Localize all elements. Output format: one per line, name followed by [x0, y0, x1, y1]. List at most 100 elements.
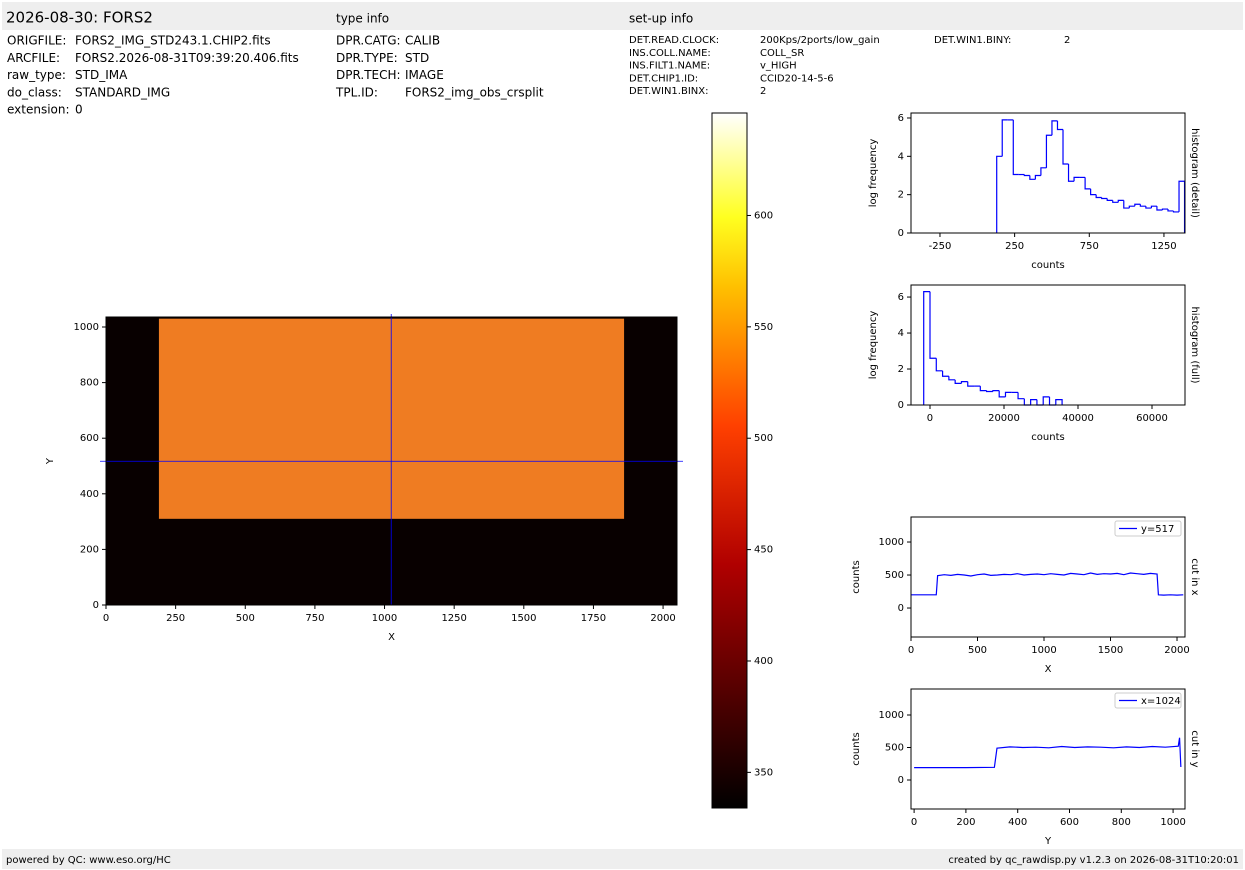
axes-frame: [910, 112, 1186, 234]
y-tick-label: 2: [898, 364, 904, 375]
y-tick-label: 1000: [879, 710, 904, 721]
histogram-step: [1056, 120, 1064, 131]
histogram-step: [954, 379, 962, 385]
histogram-step: [1161, 208, 1168, 210]
y-tick-label: 0: [898, 228, 904, 239]
histogram-step: [1156, 206, 1163, 211]
info-key: raw_type:: [7, 68, 66, 82]
y-axis-label: log frequency: [868, 139, 879, 208]
histogram-step: [1150, 205, 1157, 209]
x-tick-label: 500: [968, 645, 987, 656]
info-key: DET.READ.CLOCK:: [629, 35, 719, 46]
histogram-step: [1040, 167, 1047, 176]
histogram-step: [1030, 399, 1037, 405]
histogram-step: [1112, 200, 1119, 203]
x-tick-label: 1500: [511, 613, 536, 624]
y-tick-label: 800: [80, 378, 99, 389]
y-tick-label: 500: [885, 570, 904, 581]
y-axis-label: counts: [851, 732, 862, 765]
histogram-step: [1004, 391, 1012, 397]
histogram-step: [1101, 197, 1108, 200]
histogram-step: [1123, 200, 1130, 209]
histogram-step: [1023, 174, 1030, 177]
histogram-step: [1073, 176, 1080, 182]
y-tick-label: 400: [80, 489, 99, 500]
axes-frame: [711, 112, 748, 809]
y-tick-label: 400: [754, 656, 773, 667]
info-value: FORS2.2026-08-31T09:39:20.406.fits: [75, 51, 299, 65]
info-key: DPR.TYPE:: [336, 51, 398, 65]
info-key: do_class:: [7, 85, 62, 99]
histogram-step: [996, 155, 1003, 233]
x-axis-label: Y: [1044, 836, 1052, 847]
histogram-step: [948, 376, 956, 381]
x-tick-label: 0: [908, 645, 914, 656]
histogram-step: [1145, 206, 1152, 209]
header-band: [2, 2, 1243, 30]
histogram-step: [1001, 119, 1008, 157]
y-tick-label: 600: [80, 433, 99, 444]
histogram-step: [1090, 188, 1097, 196]
y-tick-label: 0: [898, 603, 904, 614]
side-label: cut in x: [1189, 558, 1200, 595]
setup-heading: set-up info: [629, 12, 693, 26]
histogram-step: [1139, 204, 1146, 207]
info-value: 0: [75, 103, 83, 117]
cut-line: [914, 737, 1182, 769]
y-tick-label: 4: [898, 328, 904, 339]
y-tick-label: 350: [754, 767, 773, 778]
y-axis-label: Y: [45, 457, 56, 465]
x-tick-label: 2000: [1164, 645, 1189, 656]
histogram-step: [1106, 198, 1113, 202]
y-tick-label: 550: [754, 322, 773, 333]
histogram-step: [1048, 396, 1056, 406]
x-tick-label: 400: [1008, 817, 1027, 828]
legend-label: y=517: [1141, 524, 1174, 535]
info-value: FORS2_IMG_STD243.1.CHIP2.fits: [75, 34, 271, 48]
info-key: ARCFILE:: [7, 51, 60, 65]
info-value: CALIB: [405, 34, 440, 48]
info-value: STD_IMA: [75, 68, 128, 82]
info-key: DPR.TECH:: [336, 68, 401, 82]
axes-frame: [910, 516, 1186, 638]
histogram-step: [1012, 119, 1019, 176]
x-tick-label: 1250: [441, 613, 466, 624]
info-key: INS.COLL.NAME:: [629, 48, 711, 59]
histogram-step: [986, 390, 993, 393]
y-tick-label: 0: [898, 775, 904, 786]
x-tick-label: 1000: [1031, 645, 1056, 656]
info-key: ORIGFILE:: [7, 34, 66, 48]
histogram-step: [1067, 163, 1075, 182]
x-axis-label: counts: [1031, 432, 1064, 443]
side-label: histogram (detail): [1189, 128, 1200, 218]
x-tick-label: 500: [236, 613, 255, 624]
x-tick-label: 1000: [1160, 817, 1185, 828]
histogram-step: [960, 381, 968, 384]
histogram-step: [941, 370, 949, 377]
footer-right: created by qc_rawdisp.py v1.2.3 on 2026-…: [948, 855, 1239, 866]
y-tick-label: 500: [754, 433, 773, 444]
histogram-step: [1134, 203, 1141, 207]
info-value: 2: [1064, 35, 1070, 46]
info-value: 2: [760, 86, 766, 97]
x-axis-label: X: [1045, 664, 1052, 675]
side-label: cut in y: [1189, 730, 1200, 767]
histogram-step: [1084, 177, 1091, 190]
page-title: 2026-08-30: FORS2: [6, 9, 153, 27]
histogram-step: [1045, 134, 1052, 168]
y-axis-label: log frequency: [868, 311, 879, 380]
x-tick-label: 600: [1060, 817, 1079, 828]
x-tick-label: 750: [305, 613, 324, 624]
side-label: histogram (full): [1189, 306, 1200, 383]
histogram-step: [998, 390, 1006, 398]
info-value: STD: [405, 51, 429, 65]
y-tick-label: 200: [80, 544, 99, 555]
histogram-step: [929, 291, 937, 359]
info-key: DET.CHIP1.ID:: [629, 73, 698, 84]
x-tick-label: 40000: [1062, 413, 1094, 424]
info-key: DPR.CATG:: [336, 34, 401, 48]
info-key: TPL.ID:: [335, 85, 378, 99]
histogram-step: [1017, 392, 1025, 400]
axes-frame: [105, 316, 678, 606]
x-tick-label: 0: [927, 413, 933, 424]
